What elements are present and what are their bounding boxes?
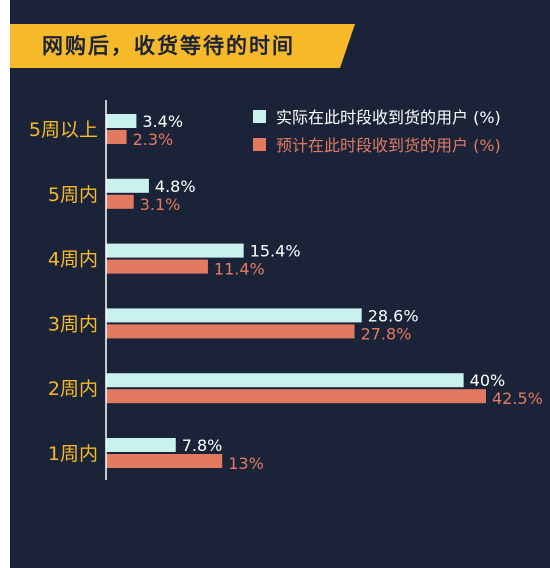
bar-expected-4 [106, 389, 486, 404]
data-label-expected-5: 13% [228, 454, 264, 473]
legend-item-expected: 预计在此时段收到货的用户 (%) [253, 130, 501, 158]
category-label-0: 5周以上 [29, 119, 98, 141]
bar-expected-2 [106, 259, 208, 274]
bar-expected-5 [106, 454, 223, 468]
bar-actual-3 [106, 308, 362, 323]
bar-expected-1 [106, 194, 134, 209]
category-label-3: 3周内 [48, 313, 98, 335]
bar-actual-0 [106, 114, 137, 128]
data-label-actual-0: 3.4% [142, 112, 183, 131]
legend-item-actual: 实际在此时段收到货的用户 (%) [253, 102, 501, 130]
data-label-actual-2: 15.4% [250, 242, 301, 261]
legend-label-actual: 实际在此时段收到货的用户 (%) [276, 108, 501, 127]
bar-actual-1 [106, 178, 149, 193]
data-label-actual-5: 7.8% [182, 436, 223, 455]
data-label-expected-3: 27.8% [361, 324, 412, 343]
chart-panel: 网购后，收货等待的时间 3.4% 2.3% 5周以上 4.8% 3.1% 5周内 15.4%… [10, 0, 550, 568]
chart-title: 网购后，收货等待的时间 [42, 34, 295, 58]
data-label-expected-4: 42.5% [492, 389, 543, 408]
category-label-2: 4周内 [48, 249, 98, 271]
category-label-4: 2周内 [48, 378, 98, 400]
bar-expected-3 [106, 324, 355, 339]
data-label-expected-1: 3.1% [140, 195, 181, 214]
legend: 实际在此时段收到货的用户 (%) 预计在此时段收到货的用户 (%) [253, 102, 501, 158]
legend-swatch-expected [253, 137, 266, 151]
data-label-actual-4: 40% [470, 371, 506, 390]
data-label-expected-2: 11.4% [214, 260, 265, 279]
title-banner: 网购后，收货等待的时间 [10, 24, 355, 68]
bar-actual-5 [106, 438, 176, 452]
title-banner-shape [10, 24, 355, 68]
bar-actual-2 [106, 243, 244, 258]
category-label-5: 1周内 [48, 443, 98, 465]
legend-swatch-actual [253, 109, 266, 123]
bar-chart: 3.4%2.3% 5周以上 4.8%3.1% 5周内 15.4%11.4% 4周内 28.6… [29, 100, 543, 480]
data-label-actual-3: 28.6% [368, 306, 419, 325]
data-label-actual-1: 4.8% [155, 177, 196, 196]
bar-actual-4 [106, 373, 464, 388]
category-label-1: 5周内 [48, 184, 98, 206]
legend-label-expected: 预计在此时段收到货的用户 (%) [276, 136, 501, 155]
data-label-expected-0: 2.3% [133, 130, 174, 149]
bar-expected-0 [106, 130, 127, 144]
